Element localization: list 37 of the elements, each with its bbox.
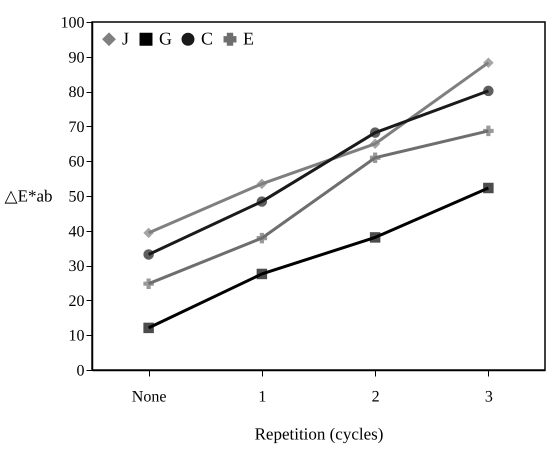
y-tick-label: 60 [68,154,84,171]
y-tick-label: 70 [68,118,84,136]
point [483,86,494,96]
y-tick-label: 80 [68,84,84,102]
legend-label: G [159,28,172,48]
y-tick-label: 30 [68,258,84,276]
point [143,278,154,289]
y-tick-label: 90 [68,49,84,66]
point [143,249,154,260]
x-tick-label: None [132,388,166,406]
point [143,322,154,334]
point [370,152,380,163]
x-axis-title: Repetition (cycles) [254,424,384,444]
y-tick-label: 20 [68,292,84,310]
point [143,228,154,238]
legend-label: C [201,28,214,48]
point [370,232,380,243]
point [483,126,494,136]
x-tick-label: 3 [484,388,493,406]
legend-label: E [243,28,254,48]
point [256,268,268,280]
y-tick-label: 10 [68,328,84,345]
point [256,196,268,207]
x-tick-label: 1 [258,388,266,406]
point [256,232,268,244]
point [256,178,268,190]
point [370,138,380,150]
point [483,182,494,194]
point [483,57,494,68]
y-tick-label: 40 [68,223,84,240]
point [370,127,380,138]
legend-label: J [122,28,130,48]
y-tick-label: 100 [60,14,84,32]
y-tick-label: 50 [68,188,84,206]
x-tick-label: 2 [372,388,380,406]
y-axis-title: △E*ab [4,186,52,206]
y-tick-label: 0 [76,362,84,380]
